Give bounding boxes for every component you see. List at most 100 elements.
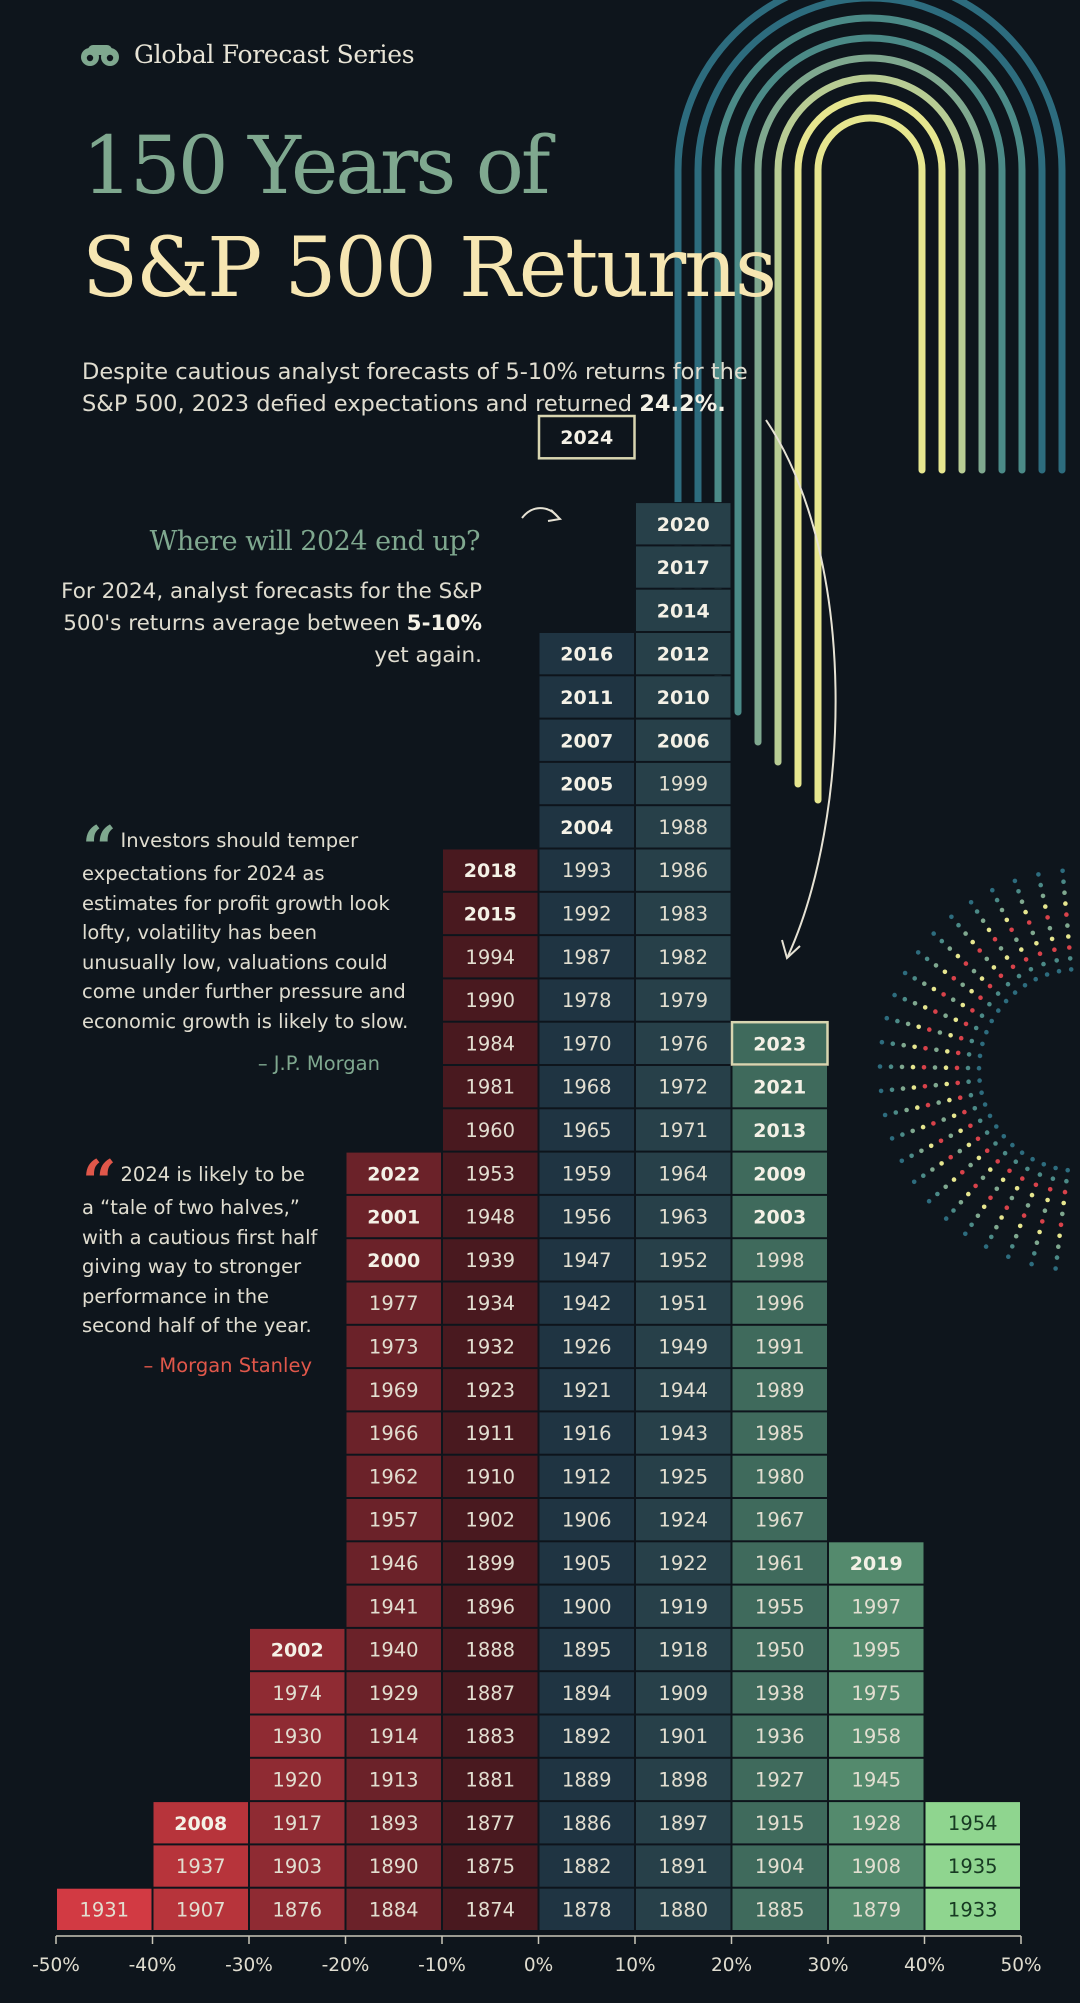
- bar-cell-1883: [442, 1714, 539, 1758]
- bar-label-1963: 1963: [658, 1206, 708, 1229]
- x-axis: -50% -40% -30% -20% -10% 0% 10% 20% 30% 40% 50%: [32, 1935, 1042, 1976]
- deco-dot: [1014, 1186, 1020, 1191]
- deco-dot: [984, 956, 990, 962]
- bar-label-1883: 1883: [465, 1725, 515, 1748]
- deco-dot: [923, 1046, 928, 1051]
- bar-label-1893: 1893: [369, 1812, 419, 1835]
- deco-dot: [968, 1092, 974, 1098]
- bar-cell-1914: [345, 1714, 442, 1758]
- bar-cell-1882: [538, 1844, 635, 1888]
- bar-cell-1993: [538, 848, 635, 892]
- deco-dot: [1020, 1176, 1025, 1181]
- bar-cell-1897: [635, 1801, 732, 1845]
- bar-label-1985: 1985: [755, 1422, 805, 1445]
- deco-dot: [949, 914, 954, 920]
- bar-cell-1943: [635, 1411, 732, 1455]
- bar-cell-2014: [635, 588, 732, 633]
- bar-cell-1992: [538, 891, 635, 936]
- bar-cell-2020: [635, 502, 732, 546]
- bar-label-1960: 1960: [465, 1119, 515, 1142]
- bar-cell-1954: [924, 1801, 1021, 1845]
- forecast-note-after: yet again.: [374, 643, 482, 668]
- bar-cell-2002: [249, 1627, 346, 1672]
- bar-cell-1950: [731, 1627, 828, 1672]
- bar-label-1913: 1913: [369, 1768, 419, 1791]
- deco-dot: [1021, 1213, 1027, 1218]
- bar-cell-1978: [538, 978, 635, 1022]
- deco-dot: [1004, 917, 1010, 923]
- bar-cell-1983: [635, 891, 732, 936]
- deco-dot: [1000, 1177, 1006, 1183]
- bar-label-1888: 1888: [465, 1639, 515, 1662]
- bar-cell-1913: [345, 1757, 442, 1802]
- deco-dot: [931, 986, 937, 992]
- deco-dot: [974, 909, 980, 914]
- deco-dot: [963, 1021, 969, 1027]
- deco-dot: [1014, 937, 1019, 942]
- bar-cell-1895: [538, 1627, 635, 1672]
- deco-dot: [973, 1183, 978, 1189]
- bar-label-1901: 1901: [658, 1725, 708, 1748]
- bar-cell-1973: [345, 1324, 442, 1369]
- bar-label-1880: 1880: [658, 1898, 708, 1921]
- deco-dot: [972, 1106, 978, 1111]
- bar-label-1904: 1904: [755, 1855, 805, 1878]
- deco-dot: [998, 973, 1004, 979]
- bar-cell-1955: [731, 1584, 828, 1628]
- deco-dot: [1047, 1187, 1053, 1192]
- bar-cell-1877: [442, 1801, 539, 1845]
- deco-dot: [893, 1110, 899, 1115]
- bar-label-1996: 1996: [755, 1292, 805, 1315]
- bar-cell-2011: [538, 675, 635, 719]
- bar-label-1944: 1944: [658, 1379, 708, 1402]
- bar-label-1993: 1993: [562, 859, 612, 882]
- deco-dot: [955, 953, 961, 959]
- bar-cell-1991: [731, 1324, 828, 1369]
- deco-dot: [1068, 967, 1074, 972]
- bar-cell-1936: [731, 1714, 828, 1758]
- bar-cell-1886: [538, 1801, 635, 1845]
- bar-label-1918: 1918: [658, 1639, 708, 1662]
- bar-cell-2019: [828, 1541, 925, 1585]
- bar-cell-1994: [442, 935, 539, 979]
- bar-cell-1952: [635, 1238, 732, 1282]
- bar-label-1909: 1909: [658, 1682, 708, 1705]
- bar-label-1934: 1934: [465, 1292, 515, 1315]
- deco-dot: [966, 1142, 972, 1148]
- deco-dot: [901, 1042, 906, 1048]
- bar-label-1931: 1931: [79, 1898, 129, 1921]
- deco-dot: [948, 1033, 953, 1038]
- bar-cell-1940: [345, 1627, 442, 1672]
- deco-dot: [1025, 1166, 1030, 1172]
- bar-label-2012: 2012: [657, 644, 710, 666]
- bar-cell-1912: [538, 1454, 635, 1498]
- bar-cell-1889: [538, 1757, 635, 1802]
- deco-dot: [1054, 958, 1059, 963]
- deco-dot: [1022, 983, 1028, 988]
- bar-cell-1967: [731, 1498, 828, 1542]
- deco-dot: [910, 1064, 916, 1070]
- bar-label-1941: 1941: [369, 1595, 419, 1618]
- forecast-box-2024: [537, 414, 636, 460]
- deco-dot: [1006, 1254, 1011, 1259]
- deco-dot: [902, 996, 908, 1002]
- bar-cell-2001: [345, 1194, 442, 1239]
- deco-dot: [1050, 1176, 1056, 1181]
- deco-dot: [957, 1095, 963, 1100]
- bar-label-1955: 1955: [755, 1595, 805, 1618]
- bar-cell-1969: [345, 1368, 442, 1412]
- deco-dot: [977, 1078, 982, 1083]
- bar-label-1997: 1997: [851, 1595, 901, 1618]
- bar-label-1923: 1923: [465, 1379, 515, 1402]
- axis-tick-label: -40%: [129, 1955, 177, 1976]
- bar-label-1915: 1915: [755, 1812, 805, 1835]
- deco-dot: [1052, 947, 1057, 952]
- bar-label-1970: 1970: [562, 1032, 612, 1055]
- deco-dot: [919, 1148, 924, 1154]
- deco-dot: [996, 1008, 1001, 1013]
- deco-dot: [980, 918, 986, 923]
- bar-cell-1920: [249, 1757, 346, 1802]
- deco-dot: [916, 1024, 921, 1030]
- axis-tick-label: 50%: [1000, 1955, 1041, 1976]
- bar-cell-1971: [635, 1108, 732, 1152]
